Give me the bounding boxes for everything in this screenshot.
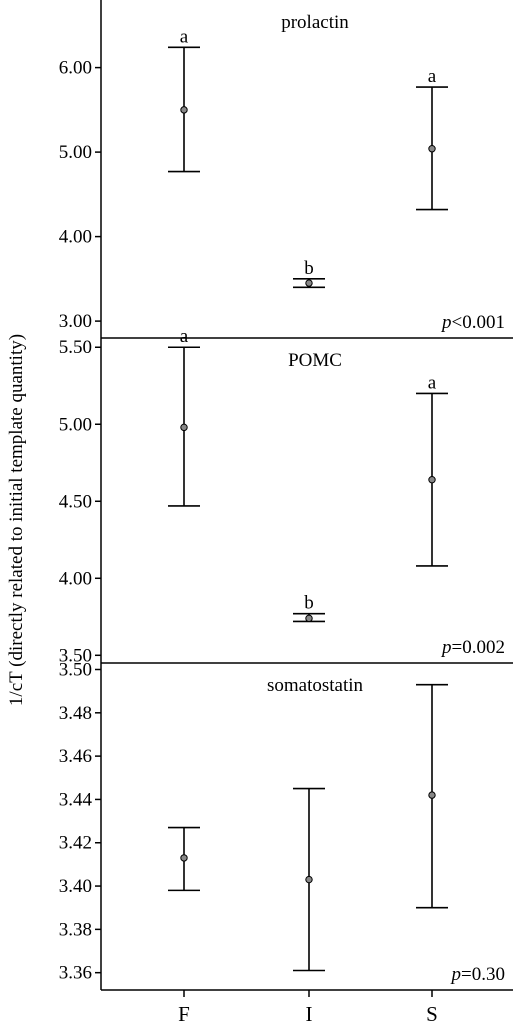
- y-tick-label: 3.48: [59, 703, 92, 724]
- y-tick-label: 5.50: [59, 337, 92, 358]
- y-tick-label: 3.46: [59, 746, 92, 767]
- y-tick-label: 3.42: [59, 833, 92, 854]
- y-tick-label: 5.00: [59, 414, 92, 435]
- mean-point-S: [428, 476, 436, 484]
- y-tick-label: 4.50: [59, 491, 92, 512]
- y-tick-label: 3.40: [59, 876, 92, 897]
- panel-1: 3.50 4.00 4.50 5.00 5.50 POMC p=0.002 a b a: [59, 326, 513, 666]
- mean-point-F: [180, 423, 188, 432]
- y-axis-label: 1/cT (directly related to initial templa…: [6, 334, 27, 706]
- x-tick-label: S: [426, 1002, 438, 1023]
- y-tick-label: 6.00: [59, 58, 92, 79]
- mean-point-S: [428, 145, 436, 153]
- x-tick-label: I: [306, 1002, 313, 1023]
- y-tick-label: 3.38: [59, 919, 92, 940]
- panels-group: 3.00 4.00 5.00 6.00 prolactin p<0.001 a b a 3.50 4…: [59, 0, 513, 991]
- y-tick-label: 3.44: [59, 789, 93, 810]
- significance-letter: a: [428, 66, 437, 87]
- significance-letter: b: [304, 593, 314, 614]
- significance-letter: a: [180, 26, 189, 47]
- mean-point-F: [180, 854, 188, 862]
- mean-point-F: [180, 106, 188, 114]
- mean-point-I: [305, 614, 313, 623]
- panel-title: prolactin: [281, 12, 349, 33]
- p-value-label: p<0.001: [440, 312, 505, 333]
- y-tick-label: 3.00: [59, 311, 92, 332]
- mean-point-I: [305, 279, 313, 287]
- y-tick-label: 3.36: [59, 963, 92, 984]
- y-tick-label: 4.00: [59, 568, 92, 589]
- significance-letter: a: [180, 326, 189, 347]
- significance-letter: b: [304, 258, 314, 279]
- panel-0: 3.00 4.00 5.00 6.00 prolactin p<0.001 a b a: [59, 0, 513, 339]
- p-value-label: p=0.30: [450, 964, 505, 985]
- panel-title: POMC: [288, 350, 342, 371]
- y-tick-label: 3.50: [59, 645, 92, 666]
- mean-point-I: [305, 875, 313, 884]
- y-tick-label: 5.00: [59, 142, 92, 163]
- p-value-label: p=0.002: [440, 637, 505, 658]
- x-tick-label: F: [178, 1002, 190, 1023]
- y-tick-label: 4.00: [59, 227, 92, 248]
- significance-letter: a: [428, 372, 437, 393]
- panel-2: 3.36 3.38 3.40 3.42 3.44 3.46 3.48 3.50 somatost…: [59, 659, 513, 991]
- mean-point-S: [428, 791, 436, 799]
- panel-title: somatostatin: [267, 675, 364, 696]
- y-tick-label: 3.50: [59, 659, 92, 680]
